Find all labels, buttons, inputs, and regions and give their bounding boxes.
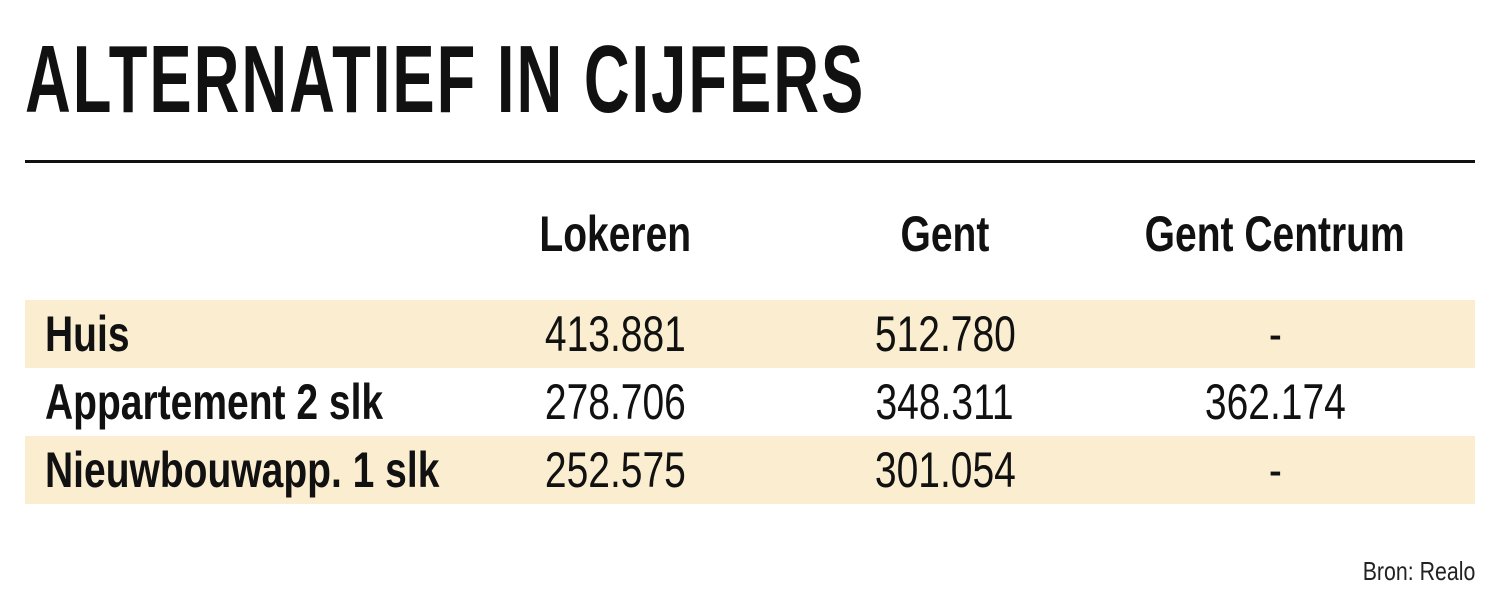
table-cell: 362.174 [1204, 374, 1346, 430]
row-label: Appartement 2 slk [45, 374, 384, 430]
column-header-lokeren: Lokeren [539, 206, 691, 262]
chart-title: ALTERNATIEF IN CIJFERS [25, 26, 866, 133]
table-row-appartement: Appartement 2 slk 278.706 348.311 362.17… [25, 368, 1475, 436]
title-divider [25, 160, 1475, 163]
table-cell: - [1268, 306, 1282, 362]
column-header-gent-centrum: Gent Centrum [1144, 206, 1406, 262]
table-cell: 512.780 [874, 306, 1016, 362]
source-note: Bron: Realo [1362, 556, 1475, 586]
table-cell: 413.881 [544, 306, 686, 362]
table-cell: 348.311 [875, 374, 1015, 430]
table-cell: - [1268, 442, 1282, 498]
table-header-row: Lokeren Gent Gent Centrum [25, 205, 1475, 300]
table-cell: 301.054 [874, 442, 1016, 498]
data-table: Lokeren Gent Gent Centrum Huis 413.881 5… [25, 205, 1475, 504]
column-header-gent: Gent [900, 206, 990, 262]
table-cell: 252.575 [544, 442, 686, 498]
table-row-huis: Huis 413.881 512.780 - [25, 300, 1475, 368]
row-label: Nieuwbouwapp. 1 slk [45, 442, 440, 498]
table-row-nieuwbouwapp: Nieuwbouwapp. 1 slk 252.575 301.054 - [25, 436, 1475, 504]
row-label: Huis [45, 306, 130, 362]
table-cell: 278.706 [544, 374, 686, 430]
